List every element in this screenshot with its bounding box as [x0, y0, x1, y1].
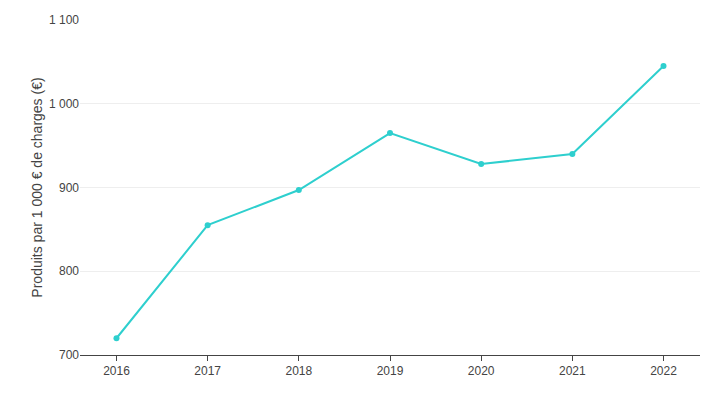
svg-text:800: 800	[59, 264, 79, 278]
svg-text:2022: 2022	[650, 364, 677, 378]
svg-text:2016: 2016	[103, 364, 130, 378]
svg-text:2018: 2018	[285, 364, 312, 378]
svg-text:900: 900	[59, 181, 79, 195]
svg-text:2017: 2017	[194, 364, 221, 378]
svg-text:1 100: 1 100	[49, 13, 79, 27]
svg-text:2020: 2020	[468, 364, 495, 378]
svg-text:2019: 2019	[377, 364, 404, 378]
svg-text:Produits par 1 000 € de charge: Produits par 1 000 € de charges (€)	[29, 77, 45, 297]
svg-text:1 000: 1 000	[49, 97, 79, 111]
svg-text:700: 700	[59, 348, 79, 362]
svg-text:2021: 2021	[559, 364, 586, 378]
